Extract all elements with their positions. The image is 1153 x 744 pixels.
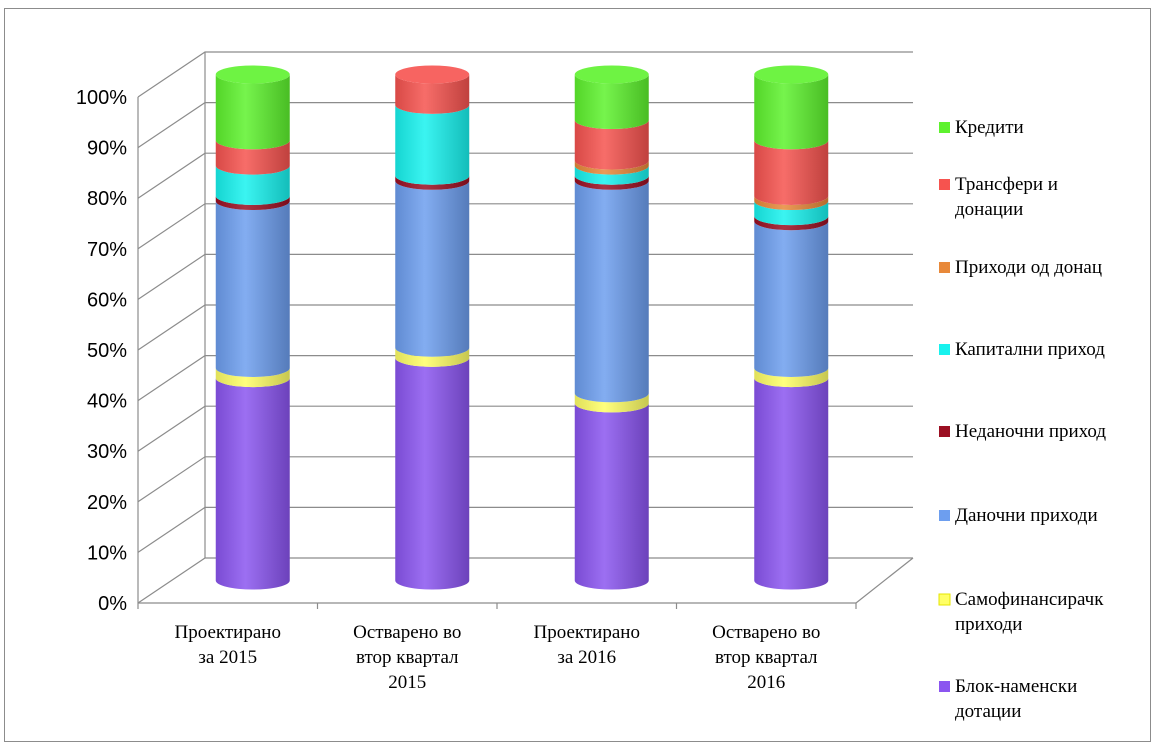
legend-label: Самофинансирачк приходи	[955, 589, 1104, 635]
bar-segment	[574, 393, 649, 413]
bar-segment	[754, 367, 829, 388]
legend-label: Приходи од донац	[955, 257, 1102, 278]
bar-segment	[754, 195, 829, 210]
bar-segment	[574, 180, 649, 403]
bar-segment	[215, 74, 290, 150]
bar-segment	[395, 104, 470, 185]
bar-top	[215, 65, 290, 84]
legend-swatch	[939, 122, 950, 133]
y-tick-label: 20%	[87, 492, 127, 514]
legend-swatch	[939, 510, 950, 521]
y-tick-label: 50%	[87, 340, 127, 362]
y-tick-label: 70%	[87, 239, 127, 261]
bar-stack	[754, 65, 829, 590]
legend-swatch	[939, 344, 950, 355]
bar-stack	[395, 65, 470, 590]
legend-swatch	[938, 593, 951, 606]
y-tick-label: 90%	[87, 138, 127, 160]
legend-swatch	[939, 426, 950, 437]
legend-swatch	[939, 262, 950, 273]
bar-top	[754, 65, 829, 84]
legend-label: Трансфери и донации	[955, 174, 1058, 220]
legend-label: Неданочни приход	[955, 421, 1106, 442]
y-tick-label: 80%	[87, 188, 127, 210]
bar-segment	[574, 120, 649, 170]
bar-segment	[754, 216, 829, 231]
bar-segment	[754, 74, 829, 150]
bar-segment	[574, 74, 649, 130]
bar-segment	[215, 367, 290, 388]
legend-item: Даночни приходи	[939, 505, 1098, 526]
bar-stack	[574, 65, 649, 590]
category-label: Проектирано за 2016	[534, 622, 640, 668]
y-tick-label: 60%	[87, 289, 127, 311]
legend-label: Капитални приход	[955, 339, 1105, 360]
legend-label: Кредити	[955, 117, 1024, 138]
bar-segment	[215, 195, 290, 210]
bar-segment	[215, 140, 290, 175]
category-label: Остварено во втор квартал 2016	[712, 622, 820, 693]
bar-segment	[754, 140, 829, 205]
bar-segment	[395, 357, 470, 590]
legend-item: Приходи од донац	[939, 257, 1102, 278]
legend-item: Блок-наменски дотации	[939, 676, 1077, 722]
legend-item: Неданочни приход	[939, 421, 1106, 442]
chart: 0% 10% 20% 30% 40% 50% 60% 70% 80% 90% 100% Проекти…	[76, 51, 1106, 722]
bar-segment	[215, 201, 290, 377]
bar-segment	[754, 201, 829, 226]
bar-segment	[215, 165, 290, 205]
y-tick-label: 10%	[87, 542, 127, 564]
floor-edge	[855, 557, 914, 604]
category-label: Остварено во втор квартал 2015	[353, 622, 461, 693]
y-tick-label: 40%	[87, 391, 127, 413]
legend-label: Даночни приходи	[955, 505, 1098, 526]
legend-item: Трансфери и донации	[939, 174, 1058, 220]
legend-item: Кредити	[939, 117, 1024, 138]
bar-top	[395, 65, 470, 84]
y-tick-label: 100%	[76, 87, 127, 109]
legend-item: Капитални приход	[939, 339, 1105, 360]
bar-stack	[215, 65, 290, 590]
legend-label: Блок-наменски дотации	[955, 676, 1077, 722]
legend-swatch	[939, 179, 950, 190]
y-tick-label: 30%	[87, 441, 127, 463]
bar-segment	[395, 74, 470, 114]
legend-item: Самофинансирачк приходи	[938, 589, 1104, 635]
bar-segment	[395, 175, 470, 190]
chart-frame: 0% 10% 20% 30% 40% 50% 60% 70% 80% 90% 100% Проекти…	[4, 8, 1151, 742]
bar-segment	[215, 378, 290, 590]
bar-segment	[574, 403, 649, 590]
legend-swatch	[939, 681, 950, 692]
bar-segment	[395, 347, 470, 367]
bar-top	[574, 65, 649, 84]
bar-segment	[754, 378, 829, 590]
bar-segment	[574, 165, 649, 185]
bar-segment	[574, 160, 649, 175]
bar-segment	[574, 175, 649, 190]
bar-segment	[395, 180, 470, 357]
y-tick-label: 0%	[98, 593, 127, 615]
category-label: Проектирано за 2015	[175, 622, 281, 668]
bar-segment	[754, 221, 829, 377]
